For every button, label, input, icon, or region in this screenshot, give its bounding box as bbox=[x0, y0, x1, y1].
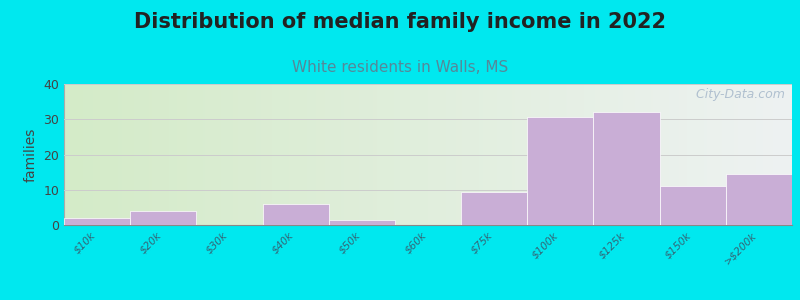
Text: Distribution of median family income in 2022: Distribution of median family income in … bbox=[134, 12, 666, 32]
Text: City-Data.com: City-Data.com bbox=[688, 88, 785, 101]
Bar bbox=[329, 220, 395, 225]
Text: White residents in Walls, MS: White residents in Walls, MS bbox=[292, 60, 508, 75]
Bar bbox=[660, 186, 726, 225]
Bar bbox=[64, 218, 130, 225]
Bar bbox=[461, 191, 527, 225]
Bar bbox=[130, 211, 196, 225]
Bar bbox=[527, 118, 594, 225]
Bar bbox=[726, 174, 792, 225]
Title: Distribution of median family income in 2022: Distribution of median family income in … bbox=[0, 299, 1, 300]
Y-axis label: families: families bbox=[24, 127, 38, 182]
Bar bbox=[262, 204, 329, 225]
Bar bbox=[594, 112, 660, 225]
